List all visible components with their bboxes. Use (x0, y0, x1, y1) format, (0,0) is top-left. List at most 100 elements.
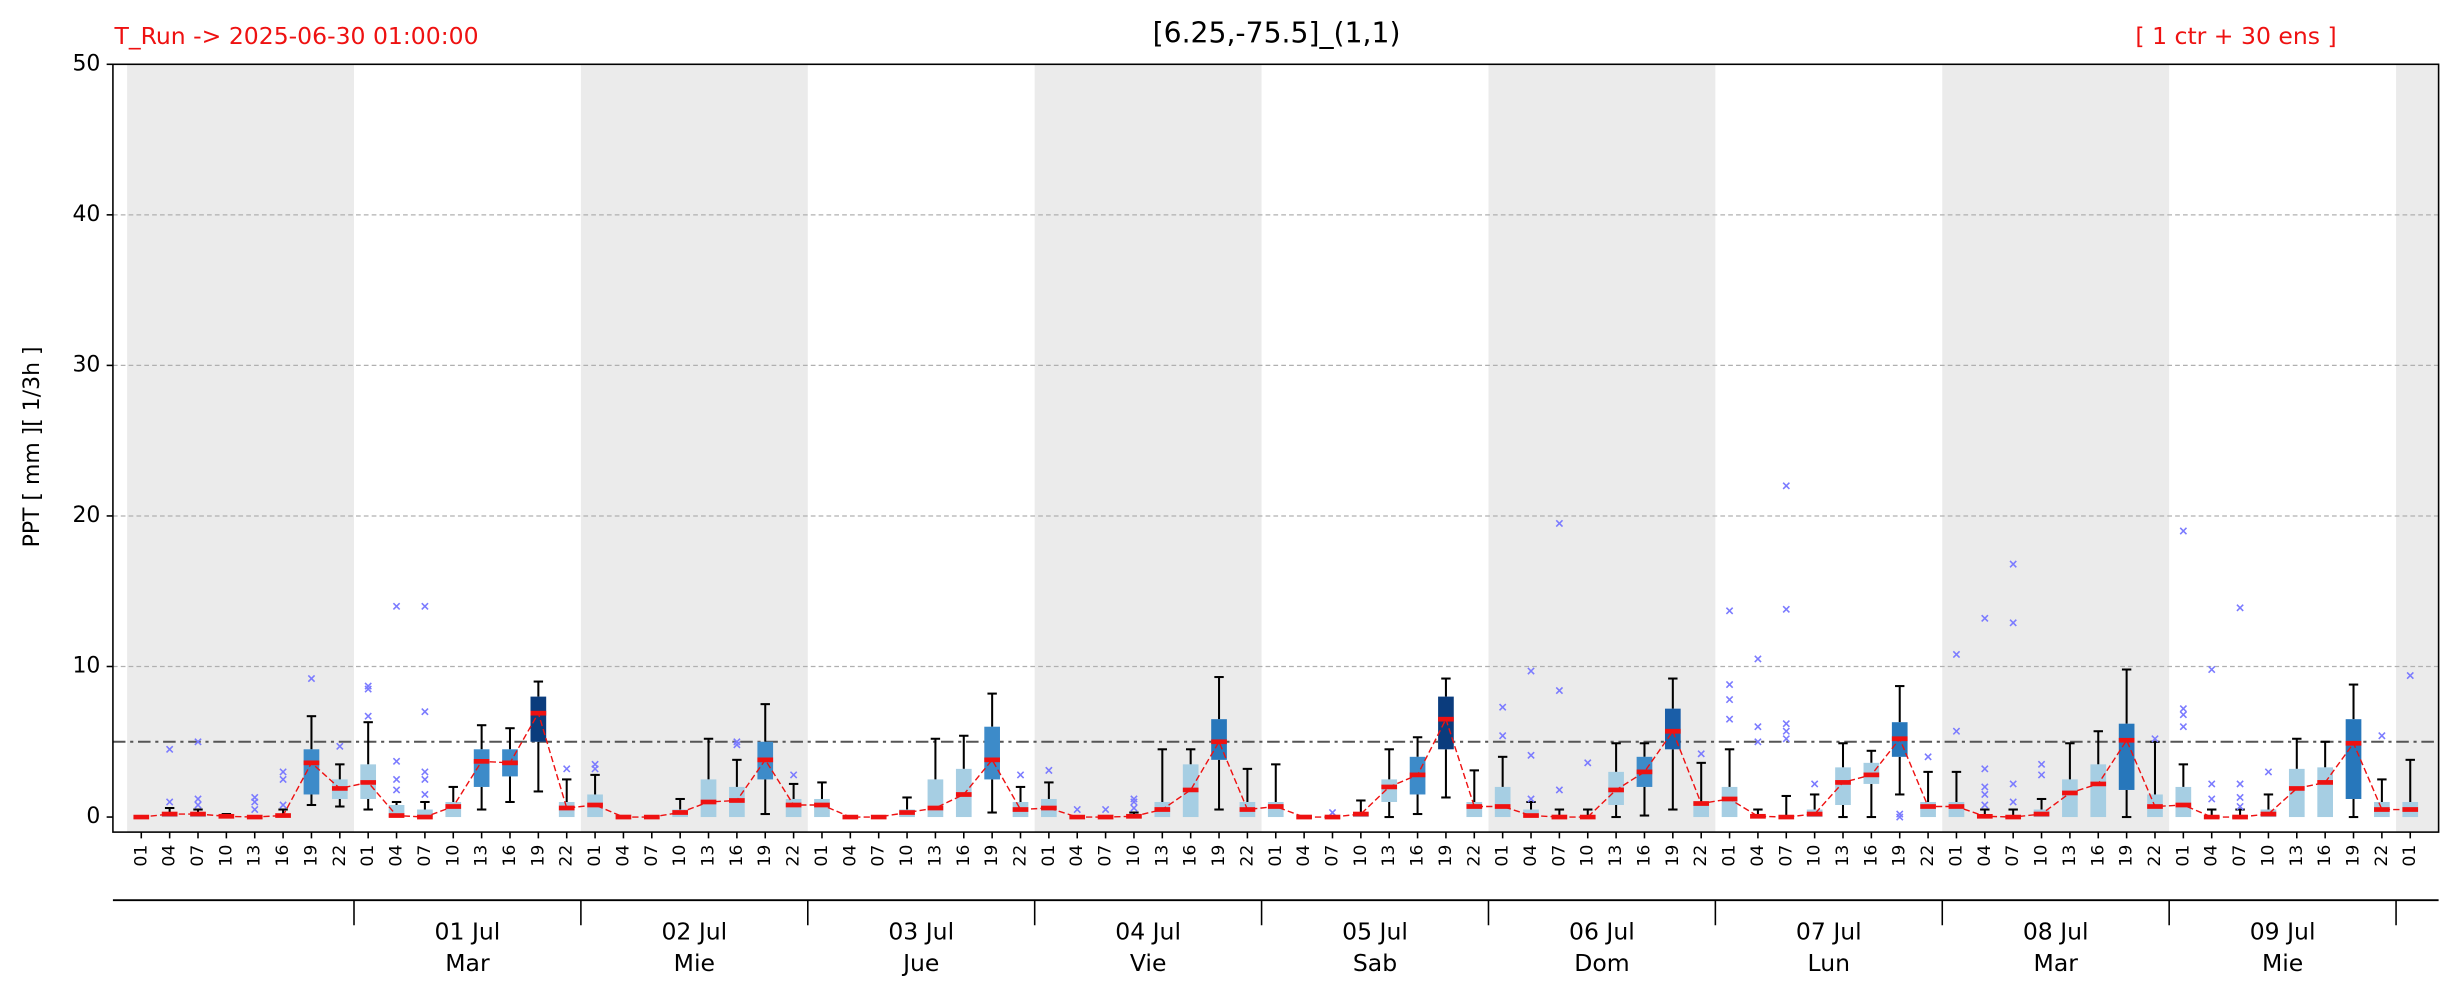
x-tick-label: 13 (2060, 845, 2080, 867)
outlier (421, 790, 429, 799)
x-tick-label: 07 (869, 845, 889, 867)
outlier (421, 775, 429, 784)
outlier (1810, 780, 1819, 788)
outlier (2037, 771, 2046, 779)
outlier (364, 682, 372, 690)
box (700, 779, 717, 818)
outlier (1924, 753, 1932, 761)
x-tick-label: 19 (2117, 845, 2137, 867)
x-tick-label: 07 (1322, 845, 1342, 867)
outlier (2236, 802, 2244, 811)
outlier (2236, 793, 2244, 802)
outlier (2208, 780, 2216, 788)
box (785, 798, 802, 818)
x-tick-label: 22 (1918, 845, 1938, 867)
outlier (2009, 780, 2017, 788)
y-tick-label: 10 (72, 653, 100, 678)
day-shade (1488, 64, 1716, 833)
x-tick-label: 01 (812, 845, 832, 867)
x-tick-label: 01 (2173, 845, 2193, 867)
day-shade (127, 64, 354, 833)
outlier (194, 801, 202, 809)
outlier (1952, 650, 1961, 659)
outlier (421, 707, 429, 716)
box (2062, 779, 2078, 818)
outlier (165, 798, 174, 806)
outlier (364, 712, 372, 720)
x-tick-label: 13 (1833, 845, 1853, 867)
outlier (251, 793, 259, 802)
outlier (1016, 771, 1025, 779)
x-tick-label: 10 (216, 845, 236, 867)
day-date-label: 05 Jul (1342, 918, 1408, 946)
outlier (591, 760, 599, 769)
day-shade (1942, 64, 2170, 833)
outlier (1045, 766, 1053, 775)
day-date-label: 09 Jul (2250, 918, 2316, 946)
x-tick-label: 10 (2032, 845, 2052, 867)
outlier (1782, 735, 1790, 743)
outlier (1527, 751, 1535, 760)
box (2175, 786, 2192, 818)
x-tick-label: 04 (2202, 845, 2222, 867)
box (417, 809, 433, 818)
x-tick-label: 10 (443, 845, 463, 867)
outlier (194, 795, 202, 803)
box (1438, 696, 1454, 750)
day-date-label: 07 Jul (1796, 918, 1862, 946)
outlier (336, 742, 344, 750)
outlier (1073, 805, 1081, 814)
outlier (1498, 732, 1507, 740)
y-tick-label: 20 (72, 503, 100, 528)
outlier (1725, 680, 1734, 689)
x-tick-label: 07 (2230, 845, 2250, 867)
outlier (279, 801, 287, 809)
x-tick-label: 22 (330, 845, 350, 867)
outlier (392, 602, 401, 610)
x-tick-label: 19 (528, 845, 548, 867)
outlier (2208, 665, 2216, 674)
day-weekday-label: Sab (1353, 949, 1397, 977)
x-tick-label: 04 (1975, 845, 1995, 867)
outlier (1896, 810, 1904, 818)
x-tick-label: 16 (2088, 845, 2108, 867)
y-axis-label: PPT [ mm ][ 1/3h ] (20, 346, 45, 547)
outlier (1328, 808, 1337, 817)
day-weekday-label: Dom (1574, 949, 1629, 977)
box (984, 726, 1000, 780)
day-date-label: 06 Jul (1569, 918, 1635, 946)
box (2345, 719, 2362, 799)
outlier (1555, 686, 1564, 695)
x-tick-label: 22 (2372, 845, 2392, 867)
x-tick-label: 16 (727, 845, 747, 867)
outlier (2378, 732, 2386, 740)
outlier (165, 745, 174, 753)
outlier (1584, 759, 1592, 767)
x-tick-label: 19 (755, 845, 775, 867)
outlier (733, 741, 741, 749)
x-tick-label: 19 (301, 845, 321, 867)
x-tick-label: 10 (1124, 845, 1144, 867)
outlier (421, 602, 429, 610)
outlier (2009, 619, 2017, 627)
outlier (1725, 695, 1734, 704)
y-tick-label: 30 (72, 352, 100, 377)
x-tick-label: 22 (2145, 845, 2165, 867)
x-tick-label: 01 (585, 845, 605, 867)
x-tick-label: 16 (1181, 845, 1201, 867)
outlier (2179, 527, 2188, 535)
x-tick-label: 07 (1549, 845, 1569, 867)
x-tick-label: 07 (188, 845, 208, 867)
x-tick-label: 13 (1379, 845, 1399, 867)
x-tick-label: 13 (472, 845, 492, 867)
x-tick-label: 22 (1464, 845, 1484, 867)
box (2288, 768, 2305, 818)
outlier (733, 738, 741, 746)
x-tick-label: 16 (500, 845, 520, 867)
box (1721, 786, 1738, 818)
outlier (2179, 710, 2188, 719)
x-tick-label: 04 (160, 845, 180, 867)
outlier (2151, 735, 2159, 743)
outlier (1101, 805, 1110, 814)
